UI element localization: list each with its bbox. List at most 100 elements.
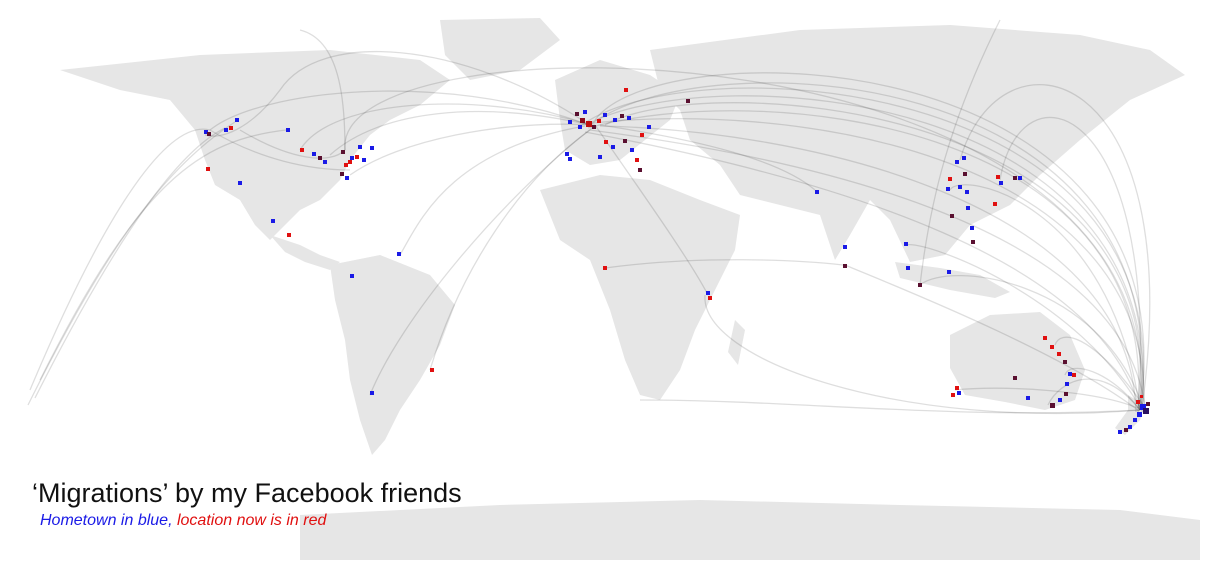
arc	[594, 72, 1145, 411]
hometown-marker	[578, 125, 582, 129]
hometown-marker	[568, 120, 572, 124]
hometown-marker	[598, 155, 602, 159]
location-marker	[597, 119, 601, 123]
location-marker	[950, 214, 954, 218]
new-zealand	[1115, 395, 1145, 435]
arc	[299, 103, 589, 151]
arc	[587, 110, 1140, 409]
arc	[919, 275, 1144, 408]
hometown-marker	[647, 125, 651, 129]
central-america	[270, 235, 340, 270]
location-marker	[575, 112, 579, 116]
location-marker	[287, 233, 291, 237]
hometown-marker	[966, 206, 970, 210]
location-marker	[1063, 360, 1067, 364]
arc	[589, 129, 1146, 407]
south-america	[330, 255, 455, 455]
location-marker	[1140, 395, 1143, 398]
arc	[954, 387, 1143, 411]
location-marker	[229, 126, 233, 130]
arc	[299, 29, 346, 151]
hometown-marker	[362, 158, 366, 162]
hometown-marker	[1137, 412, 1142, 417]
hometown-marker	[1128, 425, 1132, 429]
hometown-marker	[1118, 430, 1122, 434]
arc	[239, 129, 346, 159]
location-marker	[635, 158, 639, 162]
location-marker	[1124, 428, 1128, 432]
location-marker	[603, 266, 607, 270]
arc	[577, 87, 1145, 411]
hometown-marker	[1058, 398, 1062, 402]
hometown-marker	[906, 266, 910, 270]
hometown-marker	[947, 270, 951, 274]
hometown-marker	[1026, 396, 1030, 400]
hometown-marker	[962, 156, 966, 160]
hometown-marker	[350, 274, 354, 278]
arc	[209, 129, 351, 171]
arc	[704, 294, 1141, 415]
arc	[639, 399, 1141, 414]
hometown-marker	[224, 128, 228, 132]
location-marker	[430, 368, 434, 372]
location-marker	[586, 121, 592, 127]
map-subtitle: Hometown in blue, location now is in red	[40, 512, 326, 530]
location-marker	[344, 163, 348, 167]
north-america	[60, 50, 450, 240]
hometown-marker	[1068, 372, 1072, 376]
location-marker	[206, 167, 210, 171]
hometown-marker	[235, 118, 239, 122]
hometown-marker	[583, 110, 587, 114]
arc	[604, 102, 1142, 409]
location-marker	[843, 264, 847, 268]
arc	[34, 127, 226, 399]
madagascar	[728, 320, 745, 365]
location-marker	[638, 168, 642, 172]
arc	[1054, 336, 1145, 407]
arc	[209, 90, 587, 131]
location-marker	[318, 156, 322, 160]
arc	[329, 110, 591, 156]
arc	[344, 67, 1142, 411]
arc	[429, 129, 591, 371]
location-marker	[1146, 402, 1150, 406]
location-marker	[1064, 392, 1068, 396]
hometown-marker	[965, 190, 969, 194]
hometown-marker	[565, 152, 569, 156]
antarctica	[300, 500, 1200, 560]
legend-location: location now is in red	[176, 512, 327, 529]
location-marker	[955, 386, 959, 390]
arc	[29, 128, 211, 391]
arc	[204, 51, 586, 137]
hometown-marker	[345, 176, 349, 180]
location-marker	[1143, 408, 1149, 414]
europe	[555, 60, 680, 165]
arc	[919, 19, 1001, 286]
arc	[599, 125, 1137, 413]
hometown-marker	[370, 146, 374, 150]
hometown-marker	[955, 160, 959, 164]
location-marker	[580, 118, 585, 123]
location-marker	[1013, 176, 1017, 180]
hometown-marker	[358, 145, 362, 149]
location-marker	[918, 283, 922, 287]
arc	[584, 117, 1145, 406]
location-marker	[1013, 376, 1017, 380]
location-marker	[1043, 336, 1047, 340]
migration-arcs	[27, 19, 1151, 415]
australia	[950, 312, 1085, 410]
location-marker	[1072, 373, 1076, 377]
hometown-marker	[706, 291, 710, 295]
location-marker	[1050, 403, 1055, 408]
location-marker	[624, 88, 628, 92]
hometown-marker	[946, 187, 950, 191]
location-marker	[604, 140, 608, 144]
hometown-marker	[958, 185, 962, 189]
location-marker	[341, 150, 345, 154]
location-marker	[207, 132, 211, 136]
arc	[27, 121, 236, 406]
arc	[1064, 367, 1141, 411]
arc	[604, 259, 844, 269]
